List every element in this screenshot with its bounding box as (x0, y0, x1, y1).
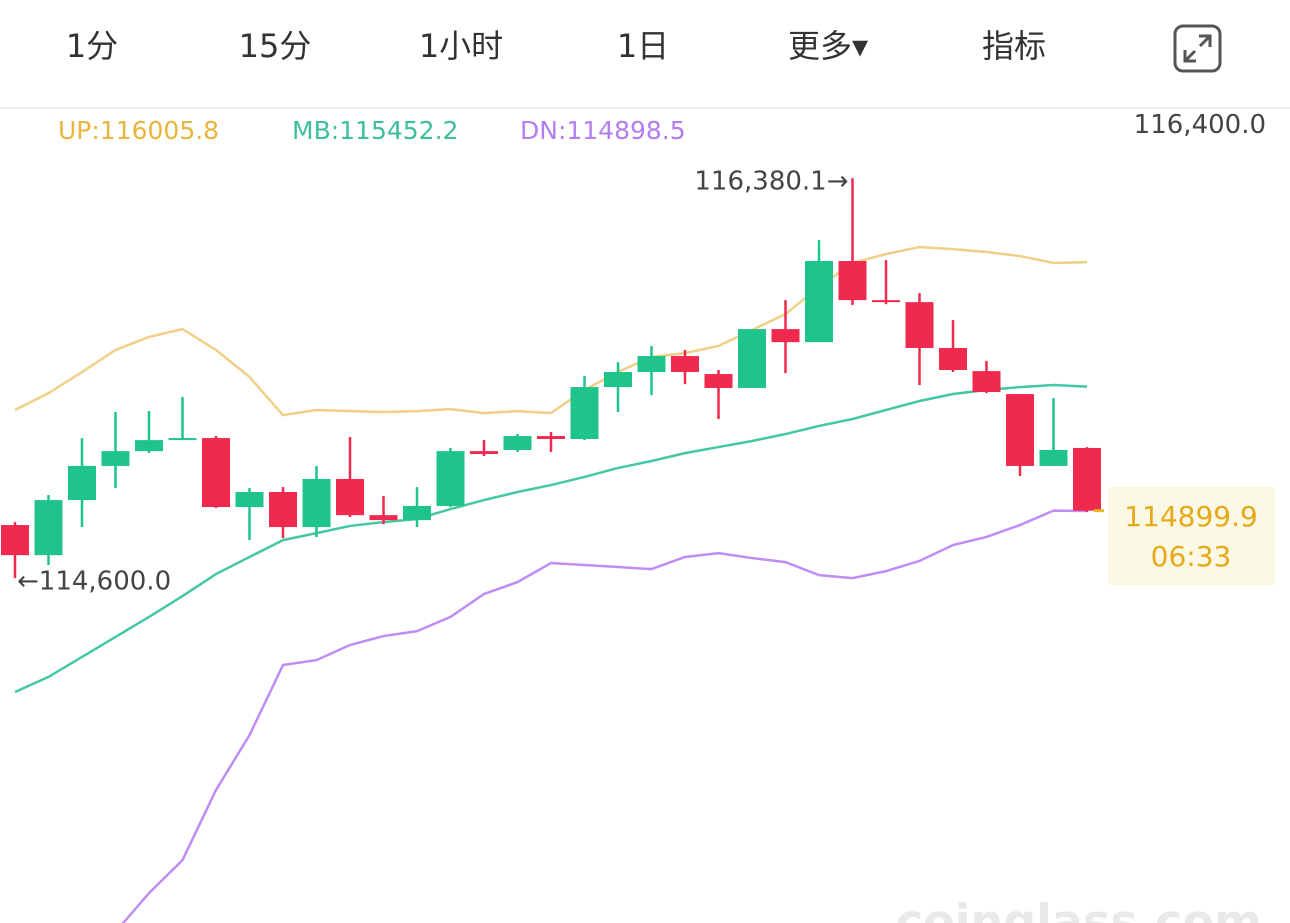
candle-body (1006, 394, 1034, 466)
plot (1, 178, 1101, 923)
candle-body (805, 261, 833, 343)
last-price: 114899.9 (1124, 500, 1258, 533)
candle-body (369, 515, 398, 521)
expand-icon-frame (1173, 24, 1222, 73)
watermark: coinglass.com (896, 895, 1262, 923)
candle-body (537, 436, 565, 439)
timeframe-tab[interactable]: 指标 (982, 27, 1046, 65)
band-line (14, 383, 1088, 694)
candle-body (738, 329, 766, 388)
candle-body (168, 438, 197, 441)
candle-body (604, 372, 632, 388)
timeframe-tab[interactable]: 1日 (617, 27, 669, 65)
candle-body (101, 451, 130, 466)
expand-icon[interactable] (1173, 24, 1222, 73)
candle-body (135, 440, 163, 452)
expand-icon-arrows (1183, 34, 1212, 63)
timeframe-tab[interactable]: 更多▾ (788, 27, 868, 65)
candle-body (939, 347, 967, 370)
candle-body (1, 525, 29, 556)
extreme-label: ←114,600.0 (17, 567, 171, 597)
timeframe-tab[interactable]: 15分 (239, 27, 312, 65)
band-line (14, 245, 1088, 417)
candle-body (503, 436, 532, 450)
candle-body (34, 500, 63, 556)
candle-body (838, 261, 867, 301)
candle-body (68, 465, 96, 501)
last-price-box (1108, 487, 1275, 585)
band-line (121, 509, 1088, 923)
candle-body (336, 478, 364, 516)
candle-body (972, 371, 1001, 393)
candle-body (302, 478, 331, 528)
candle-body (202, 438, 230, 508)
candle-body (671, 356, 699, 373)
candle-body (771, 329, 800, 343)
candle-body (570, 387, 599, 439)
candle-body (637, 356, 666, 373)
candle-body (872, 300, 900, 303)
y-tick-label: 116,400.0 (1134, 110, 1266, 140)
legend-entry: DN:114898.5 (520, 116, 686, 145)
legend-entry: MB:115452.2 (292, 116, 458, 145)
timeframe-tab[interactable]: 1分 (66, 27, 118, 65)
countdown: 06:33 (1151, 540, 1232, 573)
timeframe-tab[interactable]: 1小时 (419, 27, 503, 65)
candle-body (470, 451, 498, 455)
candle-body (704, 374, 733, 388)
candle-body (403, 505, 431, 521)
legend-entry: UP:116005.8 (58, 116, 219, 145)
candle-body (269, 492, 297, 528)
extreme-label: 116,380.1→ (694, 167, 848, 197)
candle-body (905, 302, 934, 348)
candle-body (235, 492, 264, 508)
candle-body (1039, 449, 1068, 466)
candle-body (436, 451, 465, 506)
toolbar (0, 0, 1290, 108)
candle-body (1073, 447, 1101, 511)
